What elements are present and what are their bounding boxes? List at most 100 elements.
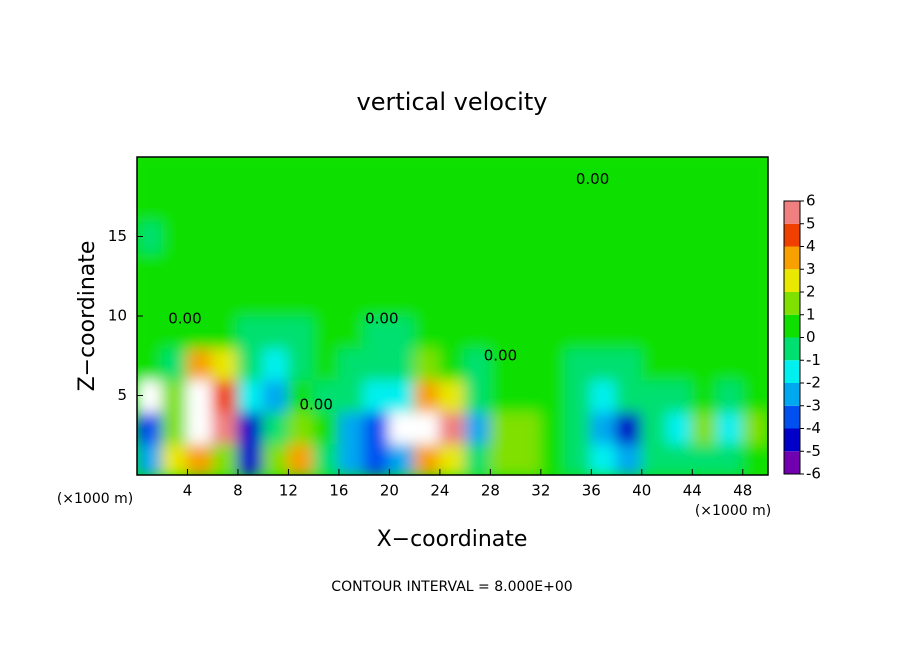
field-cell (514, 410, 542, 445)
field-cell (590, 442, 618, 475)
field-cell (137, 187, 164, 222)
field-cell (640, 157, 669, 190)
field-cell (565, 442, 593, 475)
field-cell (438, 315, 467, 349)
field-cell (413, 283, 441, 317)
field-cell (363, 187, 391, 222)
y-axis-label: Z−coordinate (75, 241, 100, 392)
field-cell (640, 219, 669, 254)
field-cell (363, 157, 391, 190)
x-tick-label: 28 (481, 482, 500, 500)
field-cell (236, 187, 265, 222)
field-cell (211, 157, 239, 190)
field-cell (438, 187, 467, 222)
field-cell (565, 315, 593, 349)
field-cell (211, 187, 239, 222)
field-cell (413, 157, 441, 190)
colorbar-swatch (784, 405, 800, 429)
x-tick-label: 8 (233, 482, 243, 500)
x-tick-label: 16 (329, 482, 348, 500)
field-cell (741, 157, 768, 190)
field-cell (388, 346, 416, 381)
field-cell (236, 442, 265, 475)
field-cell (287, 283, 315, 317)
field-cell (186, 157, 214, 190)
field-cell (438, 346, 467, 381)
field-cell (489, 187, 517, 222)
field-cell (615, 283, 643, 317)
field-cell (539, 410, 568, 445)
field-cell (413, 219, 441, 254)
field-cell (741, 442, 768, 475)
y-tick-label: 10 (108, 307, 127, 325)
field-cell (388, 157, 416, 190)
field-cell (489, 283, 517, 317)
field-cell (590, 410, 618, 445)
field-cell (514, 346, 542, 381)
field-cell (741, 283, 768, 317)
contour-label: 0.00 (484, 346, 517, 364)
field-cell (539, 219, 568, 254)
colorbar-swatch (784, 428, 800, 452)
field-cell (565, 346, 593, 381)
colorbar-tick-label: -2 (806, 374, 821, 392)
field-cell (413, 346, 441, 381)
field-cell (615, 315, 643, 349)
field-cell (691, 378, 719, 413)
field-cell (489, 219, 517, 254)
field-cell (716, 157, 744, 190)
field-cell (262, 157, 290, 190)
field-cell (236, 283, 265, 317)
field-cell (741, 410, 768, 445)
field-cell (590, 378, 618, 413)
x-tick-label: 36 (582, 482, 601, 500)
colorbar-swatch (784, 201, 800, 224)
colorbar-tick-label: 1 (806, 305, 816, 323)
field-cell (413, 315, 441, 349)
field-cell (464, 346, 492, 381)
field-cell (312, 378, 340, 413)
field-cell (262, 442, 290, 475)
field-cell (236, 157, 265, 190)
field-cell (236, 346, 265, 381)
field-cell (137, 157, 164, 190)
field-cell (287, 315, 315, 349)
field-cell (438, 378, 467, 413)
field-cell (590, 219, 618, 254)
colorbar-tick-label: -3 (806, 396, 821, 414)
field-cell (438, 251, 467, 286)
field-cell (464, 378, 492, 413)
field-cell (539, 187, 568, 222)
field-cell (337, 251, 366, 286)
field-cell (161, 219, 189, 254)
field-cell (640, 378, 669, 413)
field-cell (438, 157, 467, 190)
x-tick-label: 44 (683, 482, 702, 500)
field-cell (337, 315, 366, 349)
field-cell (539, 346, 568, 381)
field-cell (666, 378, 694, 413)
field-cell (262, 346, 290, 381)
field-cell (312, 157, 340, 190)
field-cell (716, 442, 744, 475)
field-cell (565, 378, 593, 413)
field-cell (615, 346, 643, 381)
field-cell (363, 219, 391, 254)
colorbar-tick-label: 3 (806, 260, 816, 278)
colorbar-swatch (784, 383, 800, 406)
field-cell (565, 283, 593, 317)
field-cell (236, 251, 265, 286)
field-cell (388, 187, 416, 222)
field-cell (211, 283, 239, 317)
field-cell (666, 219, 694, 254)
field-cell (312, 283, 340, 317)
field-cell (691, 315, 719, 349)
field-cell (741, 346, 768, 381)
field-cell (539, 378, 568, 413)
field-cell (186, 346, 214, 381)
field-cell (186, 315, 214, 349)
field-cell (741, 187, 768, 222)
field-cell (186, 283, 214, 317)
field-cell (161, 410, 189, 445)
field-cell (337, 442, 366, 475)
